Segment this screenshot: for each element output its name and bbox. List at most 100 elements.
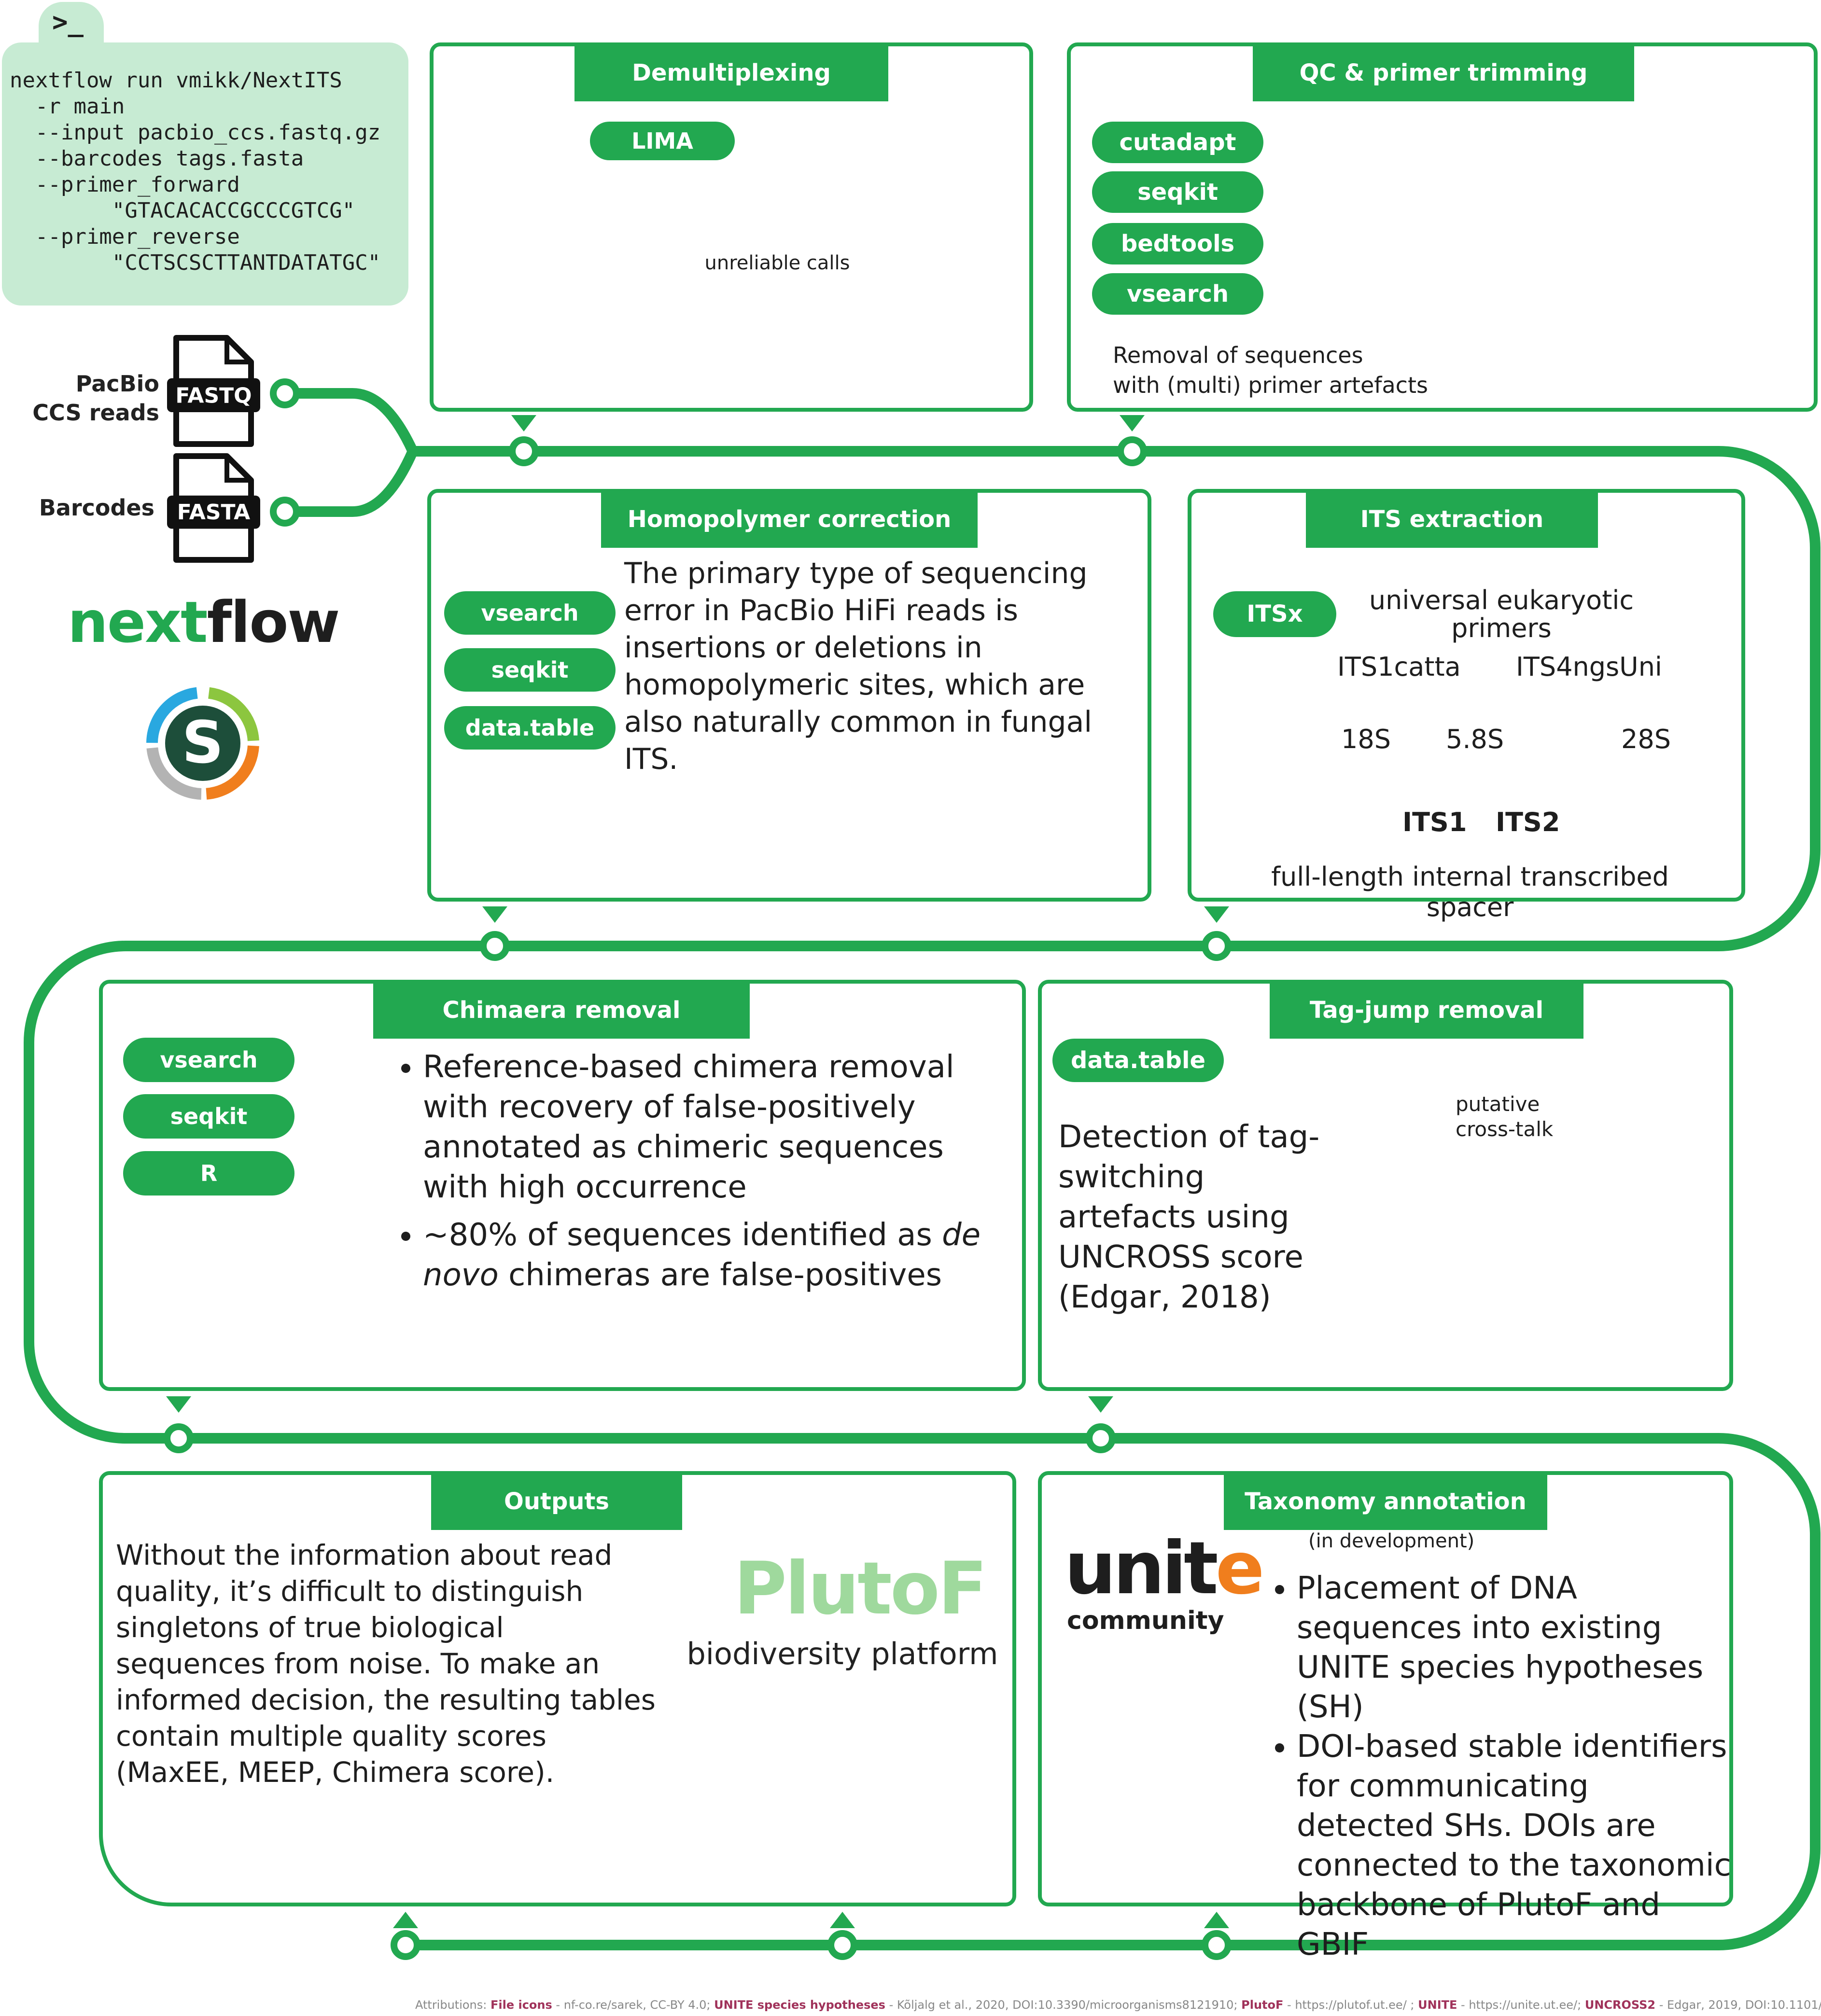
attribution-detail: - Edgar, 2019, DOI:10.1101/400762 xyxy=(1659,1998,1821,2012)
arrow-down-icon xyxy=(1204,906,1229,923)
its-title: ITS extraction xyxy=(1306,491,1598,548)
taxonomy-note: (in development) xyxy=(1308,1530,1475,1552)
its-caption: full-length internal transcribed spacer xyxy=(1271,862,1669,922)
outputs-title: Outputs xyxy=(431,1473,682,1530)
sarek-ring-segment xyxy=(146,747,202,800)
tool-itsx: ITSx xyxy=(1213,591,1336,637)
unite-logo: unite xyxy=(1065,1527,1264,1611)
homopolymer-text: The primary type of sequencing error in … xyxy=(624,556,1093,776)
homopolymer-title: Homopolymer correction xyxy=(601,491,978,548)
primer-forward-label: ITS1catta xyxy=(1337,652,1461,682)
tool-bedtools: bedtools xyxy=(1092,223,1263,264)
sarek-ring-segment xyxy=(208,687,259,741)
homopolymer-panel xyxy=(427,489,1151,902)
chimaera-bullet-2: ~80% of sequences identified as de novo … xyxy=(423,1215,1014,1295)
terminal-tab xyxy=(39,2,104,50)
tool-lima: LIMA xyxy=(590,122,735,160)
arrow-up-icon xyxy=(393,1912,418,1928)
qc-caption: Removal of sequences with (multi) primer … xyxy=(1113,342,1428,398)
terminal-line: -r main xyxy=(10,94,125,119)
tool-vsearch-hp: vsearch xyxy=(444,591,616,635)
arrow-down-icon xyxy=(1120,415,1145,431)
tool-seqkit: seqkit xyxy=(1092,171,1263,213)
attribution-detail: - Kõljalg et al., 2020, DOI:10.3390/micr… xyxy=(885,1998,1242,2012)
terminal-box xyxy=(2,42,408,306)
label-28s: 28S xyxy=(1621,724,1671,754)
pipeline-connector xyxy=(24,388,1821,1950)
outputs-panel xyxy=(99,1471,1016,1906)
pipeline-node xyxy=(391,1930,420,1960)
tool-cutadapt: cutadapt xyxy=(1092,122,1263,163)
attribution-source: UNITE xyxy=(1418,1998,1457,2012)
pipeline-node xyxy=(1086,1423,1116,1453)
attribution-detail: - https://unite.ut.ee/; xyxy=(1457,1998,1585,2012)
taxonomy-title: Taxonomy annotation xyxy=(1224,1473,1547,1530)
sarek-logo: S xyxy=(146,687,259,800)
qc-title: QC & primer trimming xyxy=(1253,44,1634,101)
attributions-prefix: Attributions: xyxy=(415,1998,490,2012)
terminal-line: --primer_forward xyxy=(10,172,240,197)
terminal-line: --barcodes tags.fasta xyxy=(10,146,304,171)
taxonomy-bullets: Placement of DNA sequences into existing… xyxy=(1275,1569,1733,1972)
pipeline-node xyxy=(1117,436,1147,466)
tool-seqkit-hp: seqkit xyxy=(444,648,616,692)
tool-seqkit-ch: seqkit xyxy=(123,1094,294,1139)
file-fold xyxy=(224,456,251,483)
sarek-letter: S xyxy=(182,709,224,777)
arrow-down-icon xyxy=(1088,1396,1113,1413)
label-its1: ITS1 xyxy=(1402,807,1467,837)
unreliable-calls-label: unreliable calls xyxy=(704,252,850,274)
file-label-band xyxy=(167,495,260,529)
terminal-line: nextflow run vmikk/NextITS xyxy=(10,68,342,93)
attribution-source: PlutoF xyxy=(1241,1998,1284,2012)
file-label: FASTA xyxy=(177,500,250,525)
its-primers-label: universal eukaryotic primers xyxy=(1369,585,1634,643)
sarek-core xyxy=(165,706,240,781)
input-branch-fastq xyxy=(280,388,418,457)
tagjump-legend-label: putative cross-talk xyxy=(1456,1092,1554,1141)
tool-datatable-hp: data.table xyxy=(444,706,616,750)
pipeline-node xyxy=(1202,1930,1232,1960)
pipeline-node xyxy=(270,378,300,408)
sarek-ring-segment xyxy=(146,687,198,743)
flow-row-1 xyxy=(24,446,1821,1950)
tagjump-text: Detection of tag-switching artefacts usi… xyxy=(1058,1119,1320,1315)
tagjump-title: Tag-jump removal xyxy=(1270,982,1583,1039)
file-label: FASTQ xyxy=(175,383,252,408)
sarek-ring-segment xyxy=(206,745,259,800)
demultiplexing-panel xyxy=(430,42,1033,412)
input-branch-fasta xyxy=(280,446,418,517)
arrow-down-icon xyxy=(511,415,536,431)
attribution-source: File icons xyxy=(490,1998,552,2012)
demultiplexing-title: Demultiplexing xyxy=(574,44,888,101)
taxonomy-bullet-1: Placement of DNA sequences into existing… xyxy=(1297,1569,1733,1727)
terminal-prompt: >_ xyxy=(52,7,84,37)
file-label-band xyxy=(167,378,260,412)
pacbio-label: PacBio CCS reads xyxy=(32,371,159,426)
taxonomy-panel xyxy=(1038,1471,1733,1906)
tool-vsearch: vsearch xyxy=(1092,273,1263,315)
attribution-source: UNITE species hypotheses xyxy=(714,1998,885,2012)
tool-vsearch-ch: vsearch xyxy=(123,1038,294,1082)
primer-reverse-label: ITS4ngsUni xyxy=(1516,652,1662,682)
tool-datatable-tj: data.table xyxy=(1052,1039,1224,1082)
plutof-subtitle: biodiversity platform xyxy=(686,1636,998,1671)
pipeline-node xyxy=(509,436,539,466)
taxonomy-bullet-2: DOI-based stable identifiers for communi… xyxy=(1297,1727,1733,1964)
pipeline-node xyxy=(827,1930,857,1960)
attribution-source: UNCROSS2 xyxy=(1584,1998,1656,2012)
chimaera-bullet-1: Reference-based chimera removal with rec… xyxy=(423,1047,1014,1208)
label-58s: 5.8S xyxy=(1446,724,1504,754)
attribution-detail: - nf-co.re/sarek, CC-BY 4.0; xyxy=(552,1998,714,2012)
arrow-down-icon xyxy=(482,906,507,923)
terminal-line: "GTACACACCGCCCGTCG" xyxy=(10,198,355,223)
plutof-logo: PlutoF xyxy=(734,1547,987,1631)
attribution-detail: - https://plutof.ut.ee/ ; xyxy=(1283,1998,1418,2012)
file-fold xyxy=(224,338,251,364)
label-its2: ITS2 xyxy=(1496,807,1560,837)
arrow-down-icon xyxy=(166,1396,191,1413)
barcodes-label: Barcodes xyxy=(39,495,154,521)
terminal-line: "CCTSCSCTTANTDATATGC" xyxy=(10,250,381,275)
pipeline-node xyxy=(480,931,510,961)
terminal-line: --primer_reverse xyxy=(10,224,240,249)
